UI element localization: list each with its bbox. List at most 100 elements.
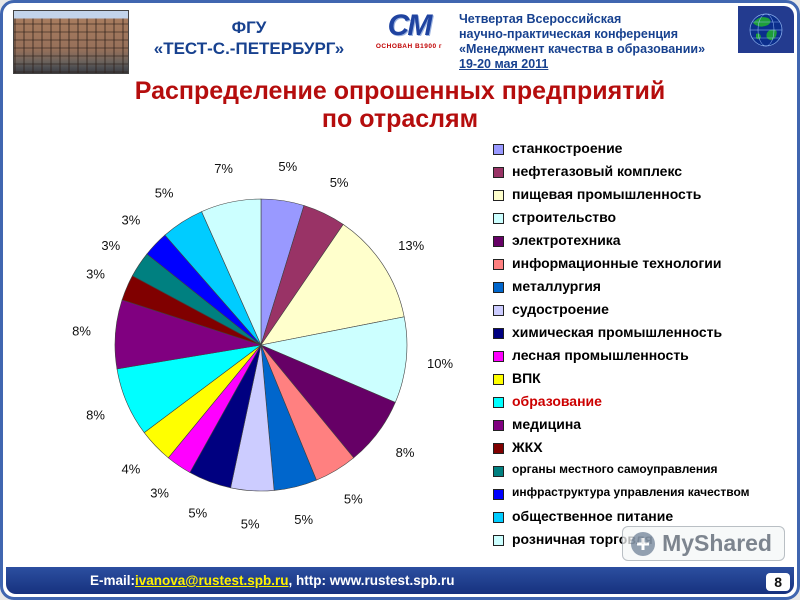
pie-slice-label: 3% [101,238,120,253]
legend-item: общественное питание [493,508,795,530]
pie-slice-label: 5% [294,512,313,527]
legend-swatch [493,259,504,270]
legend-swatch [493,466,504,477]
pie-slice-label: 5% [330,175,349,190]
website-text: , http: www.rustest.spb.ru [288,573,455,588]
slide-title: Распределение опрошенных предприятий по … [3,77,797,133]
legend-swatch [493,535,504,546]
legend-label: ВПК [512,370,541,386]
legend-label: химическая промышленность [512,324,723,340]
legend-item: лесная промышленность [493,347,795,369]
conference-line1: Четвертая Всероссийская [459,12,622,26]
legend-label: общественное питание [512,508,674,524]
legend-item: информационные технологии [493,255,795,277]
legend-item: станкостроение [493,140,795,162]
org-logo: СМ ОСНОВАН В1900 г [365,9,453,51]
org-name-line1: ФГУ [231,18,267,37]
pie-slice-label: 10% [427,356,453,371]
pie-slice-label: 4% [122,461,141,476]
legend-label: ЖКХ [512,439,543,455]
pie-slice-label: 5% [155,185,174,200]
building-photo [13,10,129,74]
org-name: ФГУ «ТЕСТ-С.-ПЕТЕРБУРГ» [135,17,363,60]
legend-swatch [493,328,504,339]
legend-label: судостроение [512,301,609,317]
legend-item: розничная торговля [493,531,795,553]
footer: E-mail: ivanova@rustest.spb.ru , http: w… [6,567,794,594]
legend-item: органы местного самоуправления [493,462,795,484]
legend-item: ЖКХ [493,439,795,461]
legend-label: органы местного самоуправления [512,462,718,476]
legend-item: ВПК [493,370,795,392]
pie-slice-label: 5% [344,492,363,507]
myshared-watermark: MyShared [622,526,785,561]
legend-label: станкостроение [512,140,623,156]
email-label: E-mail: [90,573,136,588]
legend-label: нефтегазовый комплекс [512,163,683,179]
legend-swatch [493,443,504,454]
pie-slice-label: 5% [188,506,207,521]
logo-caption: ОСНОВАН В1900 г [375,43,443,50]
pie-slice-label: 8% [72,324,91,339]
legend-swatch [493,167,504,178]
page-number: 8 [766,573,790,591]
conference-info: Четвертая Всероссийская научно-практичес… [459,12,741,72]
legend-label: металлургия [512,278,601,294]
email-link[interactable]: ivanova@rustest.spb.ru [135,573,289,588]
pie-slice-label: 8% [86,408,105,423]
legend-swatch [493,420,504,431]
legend-label: электротехника [512,232,621,248]
legend-swatch [493,305,504,316]
legend-swatch [493,397,504,408]
pie-slice [260,223,405,346]
legend-item: медицина [493,416,795,438]
legend-label: инфраструктура управления качеством [512,485,750,499]
legend-swatch [493,351,504,362]
pie-slice-label: 3% [150,486,169,501]
legend-label: розничная торговля [512,531,653,547]
pie-chart: 5%5%13%10%8%5%5%5%5%3%4%8%8%3%3%3%5%7% [72,159,453,532]
conference-line2: научно-практическая конференция [459,27,679,41]
chart-legend: станкостроение нефтегазовый комплекс пищев… [493,140,795,553]
legend-swatch [493,236,504,247]
legend-swatch [493,374,504,385]
legend-item: электротехника [493,232,795,254]
legend-item: инфраструктура управления качеством [493,485,795,507]
pie-slice-label: 5% [241,517,260,532]
legend-swatch [493,512,504,523]
legend-item: нефтегазовый комплекс [493,163,795,185]
pie-slice-label: 7% [214,161,233,176]
legend-label: медицина [512,416,582,432]
legend-item: образование [493,393,795,415]
slide-title-line2: по отраслям [321,105,479,133]
legend-label: информационные технологии [512,255,722,271]
pie-slice-label: 13% [398,238,424,253]
legend-label: строительство [512,209,617,225]
legend-label: пищевая промышленность [512,186,702,202]
pie-slice [259,316,408,403]
conference-line3: «Менеджмент качества в образовании» [459,42,706,56]
logo-mark: СМ [387,9,433,42]
legend-label: образование [512,393,602,409]
org-name-line2: «ТЕСТ-С.-ПЕТЕРБУРГ» [153,39,345,59]
legend-swatch [493,144,504,155]
legend-swatch [493,213,504,224]
legend-swatch [493,190,504,201]
slide-title-line1: Распределение опрошенных предприятий [134,77,666,105]
pie-slice-label: 3% [86,266,105,281]
legend-swatch [493,489,504,500]
legend-item: химическая промышленность [493,324,795,346]
myshared-label: MyShared [662,530,772,556]
globe-icon [738,6,794,53]
pie-slice-label: 5% [278,159,297,174]
pie-slice [201,198,262,346]
pie-slice-label: 3% [122,213,141,228]
legend-item: судостроение [493,301,795,323]
legend-item: пищевая промышленность [493,186,795,208]
myshared-magnifier-icon [631,531,656,556]
conference-date: 19-20 мая 2011 [459,57,549,71]
legend-swatch [493,282,504,293]
legend-label: лесная промышленность [512,347,689,363]
pie-slice-label: 8% [396,445,415,460]
